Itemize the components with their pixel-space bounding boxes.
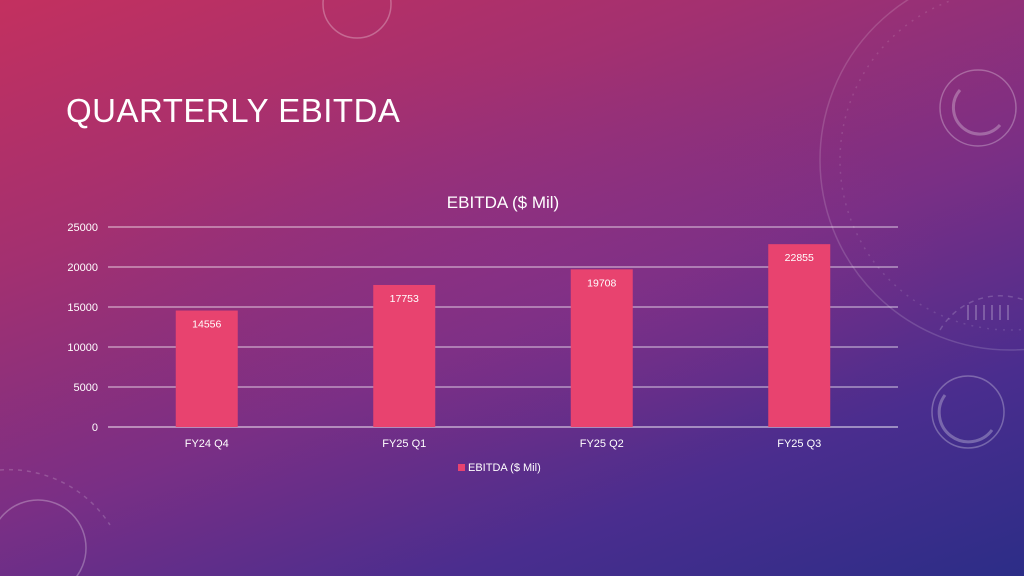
x-tick-label: FY24 Q4	[185, 438, 229, 450]
y-tick-label: 25000	[67, 222, 98, 234]
gridlines	[108, 226, 898, 428]
chart-title: EBITDA ($ Mil)	[447, 193, 559, 212]
bars: 14556 17753 19708 22855	[175, 244, 831, 427]
x-axis: FY24 Q4 FY25 Q1 FY25 Q2 FY25 Q3	[185, 438, 822, 450]
data-label: 22855	[785, 252, 814, 264]
y-tick-label: 0	[92, 422, 98, 434]
x-tick-label: FY25 Q3	[777, 438, 821, 450]
bar-fy25-q3	[768, 244, 831, 427]
data-label: 14556	[192, 319, 221, 331]
legend-swatch	[458, 464, 465, 471]
y-tick-label: 5000	[74, 382, 98, 394]
slide-title: QUARTERLY EBITDA	[66, 92, 401, 129]
legend: EBITDA ($ Mil)	[458, 462, 541, 474]
legend-label: EBITDA ($ Mil)	[468, 462, 541, 474]
y-tick-label: 20000	[67, 262, 98, 274]
y-tick-label: 10000	[67, 342, 98, 354]
y-axis: 0 5000 10000 15000 20000 25000	[67, 222, 98, 434]
bar-fy24-q4	[175, 310, 238, 427]
data-label: 19708	[587, 277, 616, 289]
y-tick-label: 15000	[67, 302, 98, 314]
bar-fy25-q1	[373, 284, 436, 427]
data-label: 17753	[390, 293, 419, 305]
bar-fy25-q2	[570, 269, 633, 427]
x-tick-label: FY25 Q2	[580, 438, 624, 450]
x-tick-label: FY25 Q1	[382, 438, 426, 450]
